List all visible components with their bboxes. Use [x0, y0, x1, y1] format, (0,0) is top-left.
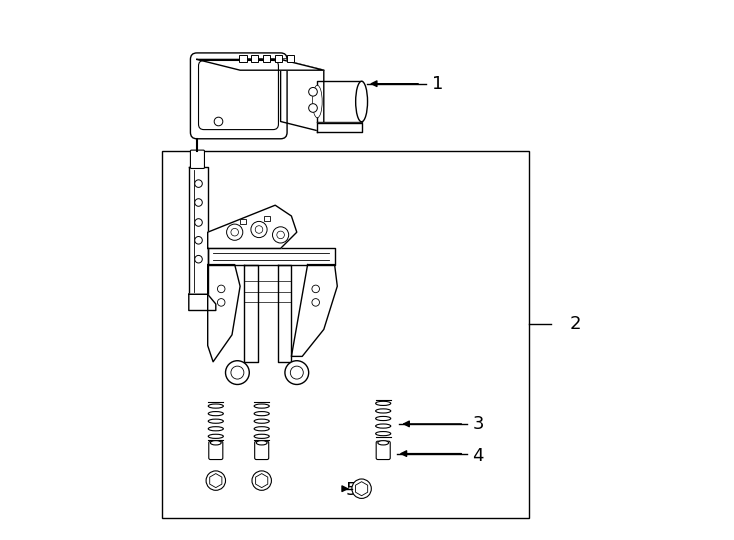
Polygon shape: [210, 474, 222, 488]
Ellipse shape: [211, 441, 221, 445]
Circle shape: [309, 87, 317, 96]
Polygon shape: [244, 265, 258, 362]
Ellipse shape: [208, 434, 223, 438]
Bar: [239, 55, 247, 62]
Ellipse shape: [254, 434, 269, 438]
Polygon shape: [197, 59, 324, 70]
Text: 1: 1: [432, 75, 443, 93]
Circle shape: [195, 219, 203, 226]
Circle shape: [272, 227, 288, 243]
Ellipse shape: [254, 404, 269, 408]
Polygon shape: [208, 248, 335, 265]
Polygon shape: [189, 167, 208, 294]
Circle shape: [217, 285, 225, 293]
FancyBboxPatch shape: [198, 60, 278, 130]
Circle shape: [251, 221, 267, 238]
Ellipse shape: [254, 427, 269, 431]
Bar: [263, 55, 270, 62]
Ellipse shape: [376, 401, 390, 406]
Polygon shape: [317, 81, 362, 122]
Bar: [240, 219, 245, 224]
Bar: [286, 55, 294, 62]
Ellipse shape: [376, 416, 390, 421]
Bar: [161, 151, 529, 518]
Polygon shape: [280, 59, 324, 132]
Circle shape: [312, 285, 319, 293]
Ellipse shape: [376, 424, 390, 428]
Circle shape: [352, 479, 371, 498]
Circle shape: [225, 361, 250, 384]
Circle shape: [312, 299, 319, 306]
Circle shape: [195, 255, 203, 263]
FancyBboxPatch shape: [377, 441, 390, 460]
Ellipse shape: [376, 431, 390, 436]
Text: 3: 3: [472, 415, 484, 433]
Circle shape: [252, 471, 272, 490]
Circle shape: [231, 228, 239, 236]
Polygon shape: [317, 123, 362, 132]
Circle shape: [195, 237, 203, 244]
Ellipse shape: [254, 411, 269, 416]
Ellipse shape: [313, 85, 322, 118]
FancyBboxPatch shape: [190, 150, 205, 168]
Polygon shape: [208, 205, 297, 248]
Circle shape: [231, 366, 244, 379]
FancyBboxPatch shape: [208, 441, 223, 460]
Circle shape: [217, 299, 225, 306]
Circle shape: [214, 117, 223, 126]
Text: 2: 2: [570, 315, 581, 333]
Polygon shape: [355, 482, 368, 496]
Circle shape: [285, 361, 309, 384]
Ellipse shape: [254, 419, 269, 423]
Ellipse shape: [208, 404, 223, 408]
Circle shape: [195, 199, 203, 206]
Circle shape: [211, 476, 220, 485]
Circle shape: [195, 180, 203, 187]
Text: 4: 4: [472, 447, 484, 465]
Circle shape: [255, 226, 263, 233]
Circle shape: [291, 366, 303, 379]
Polygon shape: [189, 294, 216, 310]
Ellipse shape: [208, 427, 223, 431]
Polygon shape: [255, 474, 268, 488]
Circle shape: [277, 231, 284, 239]
Bar: [275, 55, 282, 62]
Bar: [251, 55, 258, 62]
Circle shape: [309, 104, 317, 112]
FancyBboxPatch shape: [255, 441, 269, 460]
Bar: [264, 216, 270, 221]
Polygon shape: [278, 265, 291, 362]
FancyBboxPatch shape: [190, 53, 287, 139]
Ellipse shape: [356, 81, 368, 122]
Circle shape: [227, 224, 243, 240]
Circle shape: [357, 484, 366, 493]
Circle shape: [258, 476, 266, 485]
Polygon shape: [291, 265, 338, 356]
Ellipse shape: [378, 441, 388, 445]
Ellipse shape: [208, 411, 223, 416]
Circle shape: [206, 471, 225, 490]
Ellipse shape: [256, 441, 267, 445]
Ellipse shape: [376, 409, 390, 413]
Ellipse shape: [208, 419, 223, 423]
Text: 5: 5: [346, 481, 357, 500]
Polygon shape: [208, 265, 240, 362]
